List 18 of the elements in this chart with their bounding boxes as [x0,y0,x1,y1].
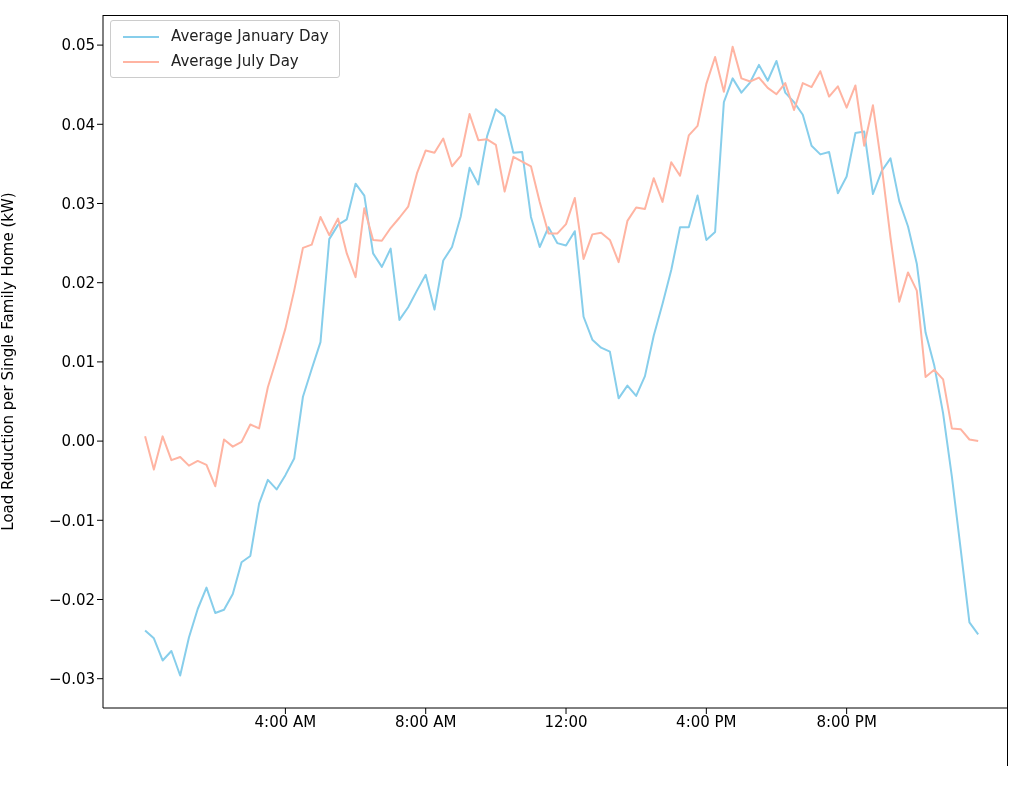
y-tick-label: 0.04 [61,115,95,134]
legend-label: Average January Day [171,26,329,47]
legend-label: Average July Day [171,51,299,72]
x-tick-label: 12:00 [544,712,588,731]
y-tick-label: −0.03 [49,670,95,689]
y-tick-label: 0.01 [61,353,95,372]
line-series [144,45,980,488]
y-axis-title: Load Reduction per Single Family Home (kW) [0,192,18,531]
x-tick-label: 8:00 AM [394,712,457,731]
y-tick-label: 0.02 [61,274,95,293]
x-tick-label: 8:00 PM [816,712,877,731]
y-tick-label: 0.00 [61,432,95,451]
x-tick-label: 4:00 AM [254,712,317,731]
y-tick-label: 0.05 [61,36,95,55]
y-tick-label: −0.01 [49,511,95,530]
x-tick-label: 4:00 PM [676,712,737,731]
y-tick-label: 0.03 [61,194,95,213]
y-tick-label: −0.02 [49,590,95,609]
